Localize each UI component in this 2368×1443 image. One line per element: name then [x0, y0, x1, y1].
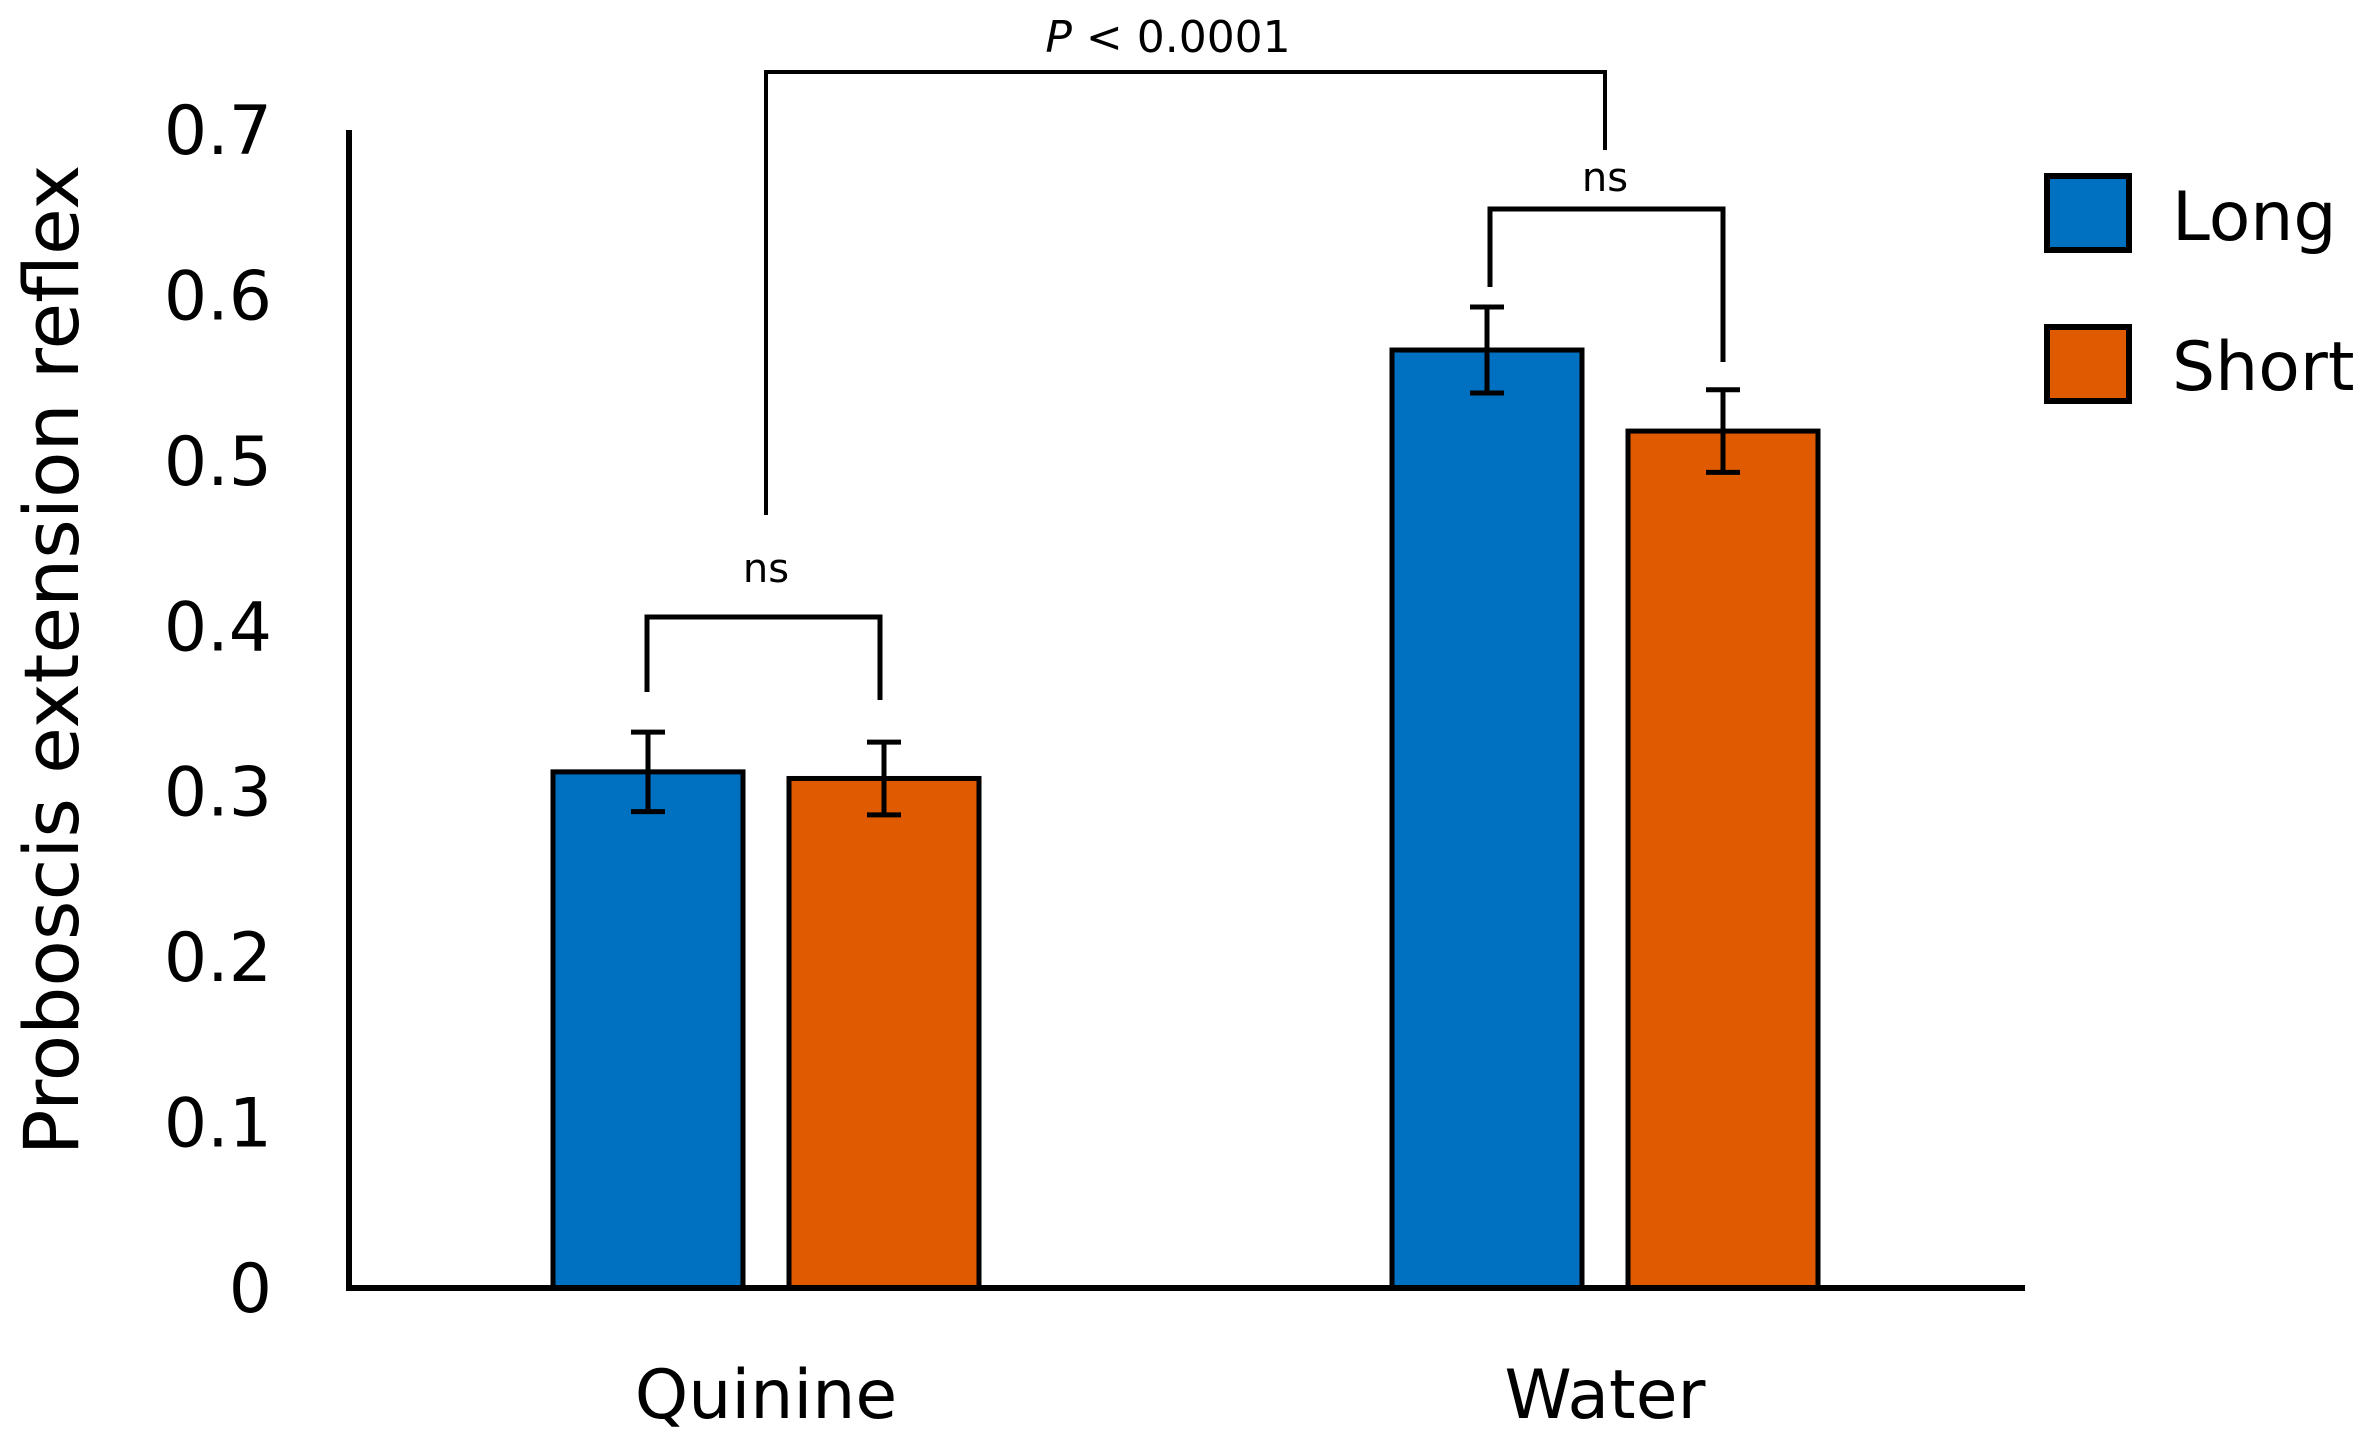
- x-category-labels: Quinine Water: [635, 1356, 1706, 1435]
- x-category-label: Water: [1504, 1356, 1705, 1435]
- bar-long-water: [1389, 347, 1585, 1291]
- bars: [550, 347, 1821, 1291]
- error-bar-long-quinine: [631, 729, 665, 815]
- bracket-water: [1487, 206, 1726, 362]
- legend-label-long: Long: [2172, 178, 2337, 257]
- legend: Long Short: [2044, 173, 2354, 407]
- legend-swatch-short: [2044, 324, 2132, 404]
- y-tick-label: 0.2: [164, 919, 272, 998]
- bar-short-quinine: [786, 775, 982, 1291]
- x-category-label: Quinine: [635, 1356, 897, 1435]
- bar-long-quinine: [550, 769, 746, 1291]
- y-axis-label: Proboscis extension reflex: [7, 165, 96, 1156]
- error-bar-short-water: [1706, 387, 1740, 475]
- error-bar-short-quinine: [867, 739, 901, 818]
- y-tick-labels: 0 0.1 0.2 0.3 0.4 0.5 0.6 0.7: [164, 92, 272, 1329]
- bar-short-water: [1625, 428, 1821, 1291]
- ns-label-quinine: ns: [743, 546, 789, 592]
- ns-label-water: ns: [1582, 155, 1628, 201]
- y-tick-label: 0.5: [164, 423, 272, 502]
- y-tick-label: 0.4: [164, 588, 272, 667]
- legend-label-short: Short: [2172, 328, 2354, 407]
- bracket-quinine: [644, 614, 883, 700]
- y-tick-label: 0.3: [164, 754, 272, 833]
- y-tick-label: 0: [229, 1250, 272, 1329]
- bracket-between: [764, 70, 1607, 515]
- y-tick-label: 0.6: [164, 257, 272, 336]
- error-bars: [631, 304, 1740, 818]
- legend-swatch-long: [2044, 173, 2132, 253]
- y-tick-label: 0.7: [164, 92, 272, 171]
- error-bar-long-water: [1470, 304, 1504, 396]
- p-value-label: P < 0.0001: [1045, 12, 1290, 63]
- y-tick-label: 0.1: [164, 1085, 272, 1164]
